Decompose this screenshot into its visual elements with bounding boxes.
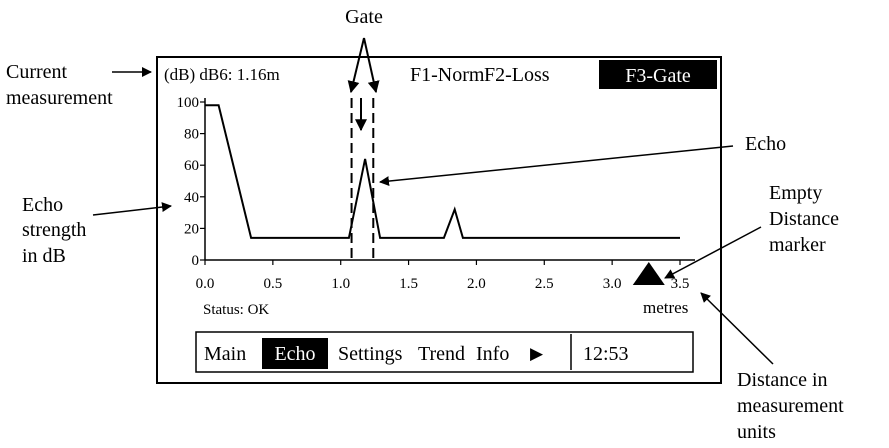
y-tick-label: 0 [192, 253, 200, 269]
menu-echo-highlight[interactable] [262, 338, 328, 369]
y-tick-label: 60 [184, 158, 199, 174]
current-measurement: (dB) dB6: 1.16m [164, 65, 280, 84]
strength-callout-line3: in dB [22, 245, 66, 267]
units-label: metres [643, 298, 688, 317]
menu-main[interactable]: Main [204, 343, 246, 365]
x-tick-label: 0.0 [196, 276, 215, 292]
gate-arrow-left [347, 37, 365, 94]
distance-callout-line2: measurement [737, 395, 844, 417]
x-tick-label: 3.5 [671, 276, 690, 292]
y-tick-label: 80 [184, 127, 199, 143]
strength-arrow [92, 202, 172, 216]
menu-bar [195, 331, 694, 373]
distance-callout-line3: units [737, 421, 776, 443]
screen-frame [156, 56, 722, 384]
distance-callout-line1: Distance in [737, 369, 828, 391]
menu-echo[interactable]: Echo [274, 343, 315, 365]
f3-gate-softkey[interactable]: F3-Gate [625, 65, 691, 87]
x-tick-label: 3.0 [603, 276, 622, 292]
x-tick-label: 1.5 [399, 276, 418, 292]
current-callout-line2: measurement [6, 87, 113, 109]
menu-trend[interactable]: Trend [418, 343, 465, 365]
menu-next-arrow[interactable]: ▶ [530, 344, 544, 363]
empty-callout-line3: marker [769, 234, 826, 256]
x-tick-label: 2.0 [467, 276, 486, 292]
y-tick-label: 40 [184, 190, 199, 206]
menu-settings[interactable]: Settings [338, 343, 403, 365]
echo-arrow [379, 145, 734, 187]
current-callout-line1: Current [6, 61, 68, 83]
menu-info[interactable]: Info [476, 343, 509, 365]
empty-callout-line1: Empty [769, 182, 822, 204]
echo-trace [205, 104, 680, 239]
echo-callout: Echo [745, 133, 786, 155]
gate-callout: Gate [345, 6, 383, 28]
empty-callout-line2: Distance [769, 208, 839, 230]
status-text: Status: OK [203, 302, 269, 318]
clock-time: 12:53 [583, 343, 629, 365]
f1-norm-softkey[interactable]: F1-Norm [410, 64, 485, 86]
distance-arrow [700, 292, 774, 365]
strength-callout-line1: Echo [22, 194, 63, 216]
y-tick-label: 20 [184, 221, 199, 237]
empty-distance-marker[interactable] [632, 262, 665, 285]
echo-chart: 0 20 40 60 80 100 0.0 0.5 1.0 1.5 2.0 2.5 3.0 3.5 [177, 95, 695, 292]
f2-loss-softkey[interactable]: F2-Loss [484, 64, 550, 86]
y-tick-label: 100 [177, 95, 200, 111]
strength-callout-line2: strength [22, 219, 86, 241]
x-tick-label: 1.0 [331, 276, 350, 292]
f3-gate-highlight[interactable] [599, 60, 717, 89]
empty-marker-arrow [664, 226, 762, 279]
x-tick-label: 2.5 [535, 276, 554, 292]
gate-arrow-right [363, 37, 380, 94]
x-tick-label: 0.5 [263, 276, 282, 292]
